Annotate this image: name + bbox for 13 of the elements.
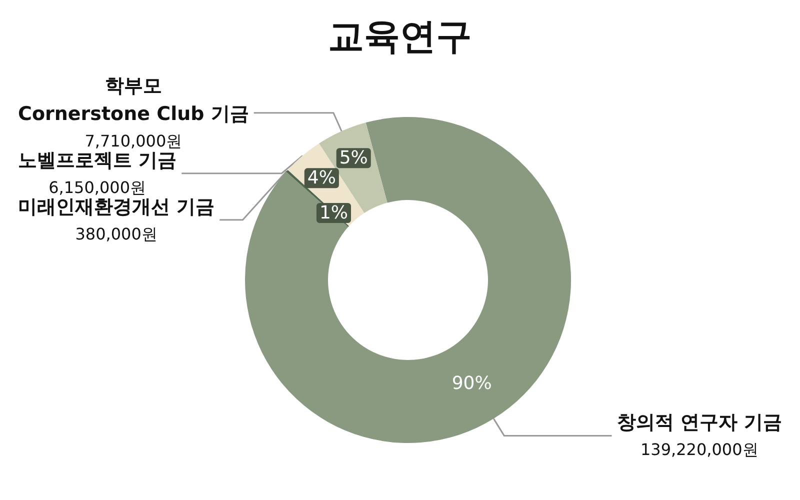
slice-label: 학부모 Cornerstone Club 기금 (18, 74, 249, 125)
slice-label: 미래인재환경개선 기금 (18, 196, 215, 218)
text: 1% (319, 202, 348, 224)
text: 90% (452, 372, 492, 394)
chart-title: 교육연구 (328, 16, 472, 58)
text: 5% (339, 148, 368, 169)
data-label: 6,150,000원 (48, 178, 146, 197)
data-label: 139,220,000원 (640, 440, 758, 460)
slice-label: 노벨프로젝트 기금 (18, 149, 177, 172)
data-label: 380,000원 (75, 224, 158, 244)
slice-label: 창의적 연구자 기금 (616, 412, 782, 434)
data-label: 7,710,000원 (84, 131, 182, 150)
text: 4% (307, 168, 336, 189)
